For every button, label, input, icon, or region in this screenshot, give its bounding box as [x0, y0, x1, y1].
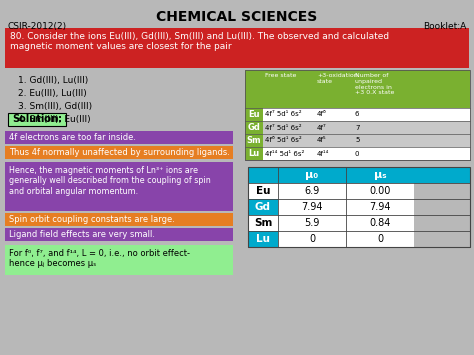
- Text: 7.94: 7.94: [301, 202, 323, 212]
- Bar: [245, 134, 263, 147]
- Text: 0: 0: [377, 234, 383, 244]
- Bar: [5, 245, 233, 275]
- Text: 4f¹⁴ 5d¹ 6s²: 4f¹⁴ 5d¹ 6s²: [265, 151, 304, 157]
- Text: 6.9: 6.9: [304, 186, 319, 196]
- Text: 4f⁶ 5d¹ 6s²: 4f⁶ 5d¹ 6s²: [265, 137, 302, 143]
- Text: 0: 0: [309, 234, 315, 244]
- Text: Lu: Lu: [248, 149, 260, 158]
- Text: Ligand field effects are very small.: Ligand field effects are very small.: [9, 230, 155, 239]
- Text: 4f⁷ 5d¹ 6s²: 4f⁷ 5d¹ 6s²: [265, 125, 301, 131]
- Bar: [263, 121, 470, 134]
- Text: 4f⁶: 4f⁶: [317, 111, 327, 118]
- Bar: [248, 231, 278, 247]
- Bar: [5, 162, 233, 211]
- Text: 1. Gd(III), Lu(III): 1. Gd(III), Lu(III): [18, 76, 88, 85]
- Text: CSIR-2012(2): CSIR-2012(2): [8, 22, 67, 31]
- Bar: [5, 228, 233, 241]
- Bar: [248, 215, 278, 231]
- Text: Gd: Gd: [247, 123, 260, 132]
- Text: Free state: Free state: [265, 73, 296, 78]
- Bar: [346, 215, 414, 231]
- Bar: [248, 183, 278, 199]
- Bar: [346, 231, 414, 247]
- Text: 4f⁷: 4f⁷: [317, 125, 327, 131]
- Bar: [263, 108, 470, 121]
- Text: 5.9: 5.9: [304, 218, 319, 228]
- Bar: [245, 70, 470, 160]
- Bar: [346, 183, 414, 199]
- Text: 5: 5: [355, 137, 359, 143]
- Bar: [5, 213, 233, 226]
- Text: Spin orbit coupling constants are large.: Spin orbit coupling constants are large.: [9, 215, 175, 224]
- Text: Lu: Lu: [256, 234, 270, 244]
- Text: Booklet:A: Booklet:A: [423, 22, 466, 31]
- Text: 80. Consider the ions Eu(III), Gd(III), Sm(III) and Lu(III). The observed and ca: 80. Consider the ions Eu(III), Gd(III), …: [10, 32, 389, 51]
- Text: CHEMICAL SCIENCES: CHEMICAL SCIENCES: [156, 10, 318, 24]
- Text: 0.84: 0.84: [369, 218, 391, 228]
- Text: Hence, the magnetic moments of Ln³⁺ ions are
generally well described from the c: Hence, the magnetic moments of Ln³⁺ ions…: [9, 166, 211, 196]
- Bar: [245, 147, 263, 160]
- Text: Sm: Sm: [246, 136, 261, 145]
- Text: μₛ: μₛ: [374, 170, 386, 180]
- Bar: [263, 134, 470, 147]
- Bar: [263, 147, 470, 160]
- Bar: [245, 108, 263, 121]
- Bar: [278, 231, 346, 247]
- Bar: [248, 167, 470, 247]
- Bar: [5, 131, 233, 144]
- Bar: [245, 121, 263, 134]
- Text: For f⁰, f⁷, and f¹⁴, L = 0, i.e., no orbit effect-
hence μⱼ becomes μₛ: For f⁰, f⁷, and f¹⁴, L = 0, i.e., no orb…: [9, 249, 190, 268]
- Bar: [8, 113, 66, 126]
- Text: Sm: Sm: [254, 218, 272, 228]
- Bar: [278, 215, 346, 231]
- Bar: [278, 183, 346, 199]
- Bar: [248, 199, 278, 215]
- Text: Solution:: Solution:: [12, 115, 62, 125]
- Text: 7.94: 7.94: [369, 202, 391, 212]
- Text: Eu: Eu: [256, 186, 270, 196]
- Text: 4f⁵: 4f⁵: [317, 137, 327, 143]
- Text: μ₀: μ₀: [305, 170, 319, 180]
- Text: +3-oxidation
state: +3-oxidation state: [317, 73, 358, 84]
- Text: 6: 6: [355, 111, 359, 118]
- Bar: [5, 146, 233, 159]
- Bar: [248, 167, 470, 183]
- Bar: [346, 199, 414, 215]
- Text: 7: 7: [355, 125, 359, 131]
- Bar: [245, 70, 470, 108]
- Text: 0: 0: [355, 151, 359, 157]
- Text: 2. Eu(III), Lu(III): 2. Eu(III), Lu(III): [18, 89, 87, 98]
- Text: Thus 4f normally unaffected by surrounding ligands.: Thus 4f normally unaffected by surroundi…: [9, 148, 230, 157]
- Bar: [5, 28, 469, 68]
- Bar: [278, 199, 346, 215]
- Text: 3. Sm(III), Gd(III): 3. Sm(III), Gd(III): [18, 102, 92, 111]
- Text: 4. Sm(III), Eu(III): 4. Sm(III), Eu(III): [18, 115, 91, 124]
- Text: Eu: Eu: [248, 110, 260, 119]
- Text: 4f⁷ 5d¹ 6s²: 4f⁷ 5d¹ 6s²: [265, 111, 301, 118]
- Text: 4f¹⁴: 4f¹⁴: [317, 151, 329, 157]
- Text: Gd: Gd: [255, 202, 271, 212]
- Text: Number of
unpaired
electrons in
+3 0.X state: Number of unpaired electrons in +3 0.X s…: [355, 73, 394, 95]
- Text: 4f electrons are too far inside.: 4f electrons are too far inside.: [9, 133, 136, 142]
- Text: 0.00: 0.00: [369, 186, 391, 196]
